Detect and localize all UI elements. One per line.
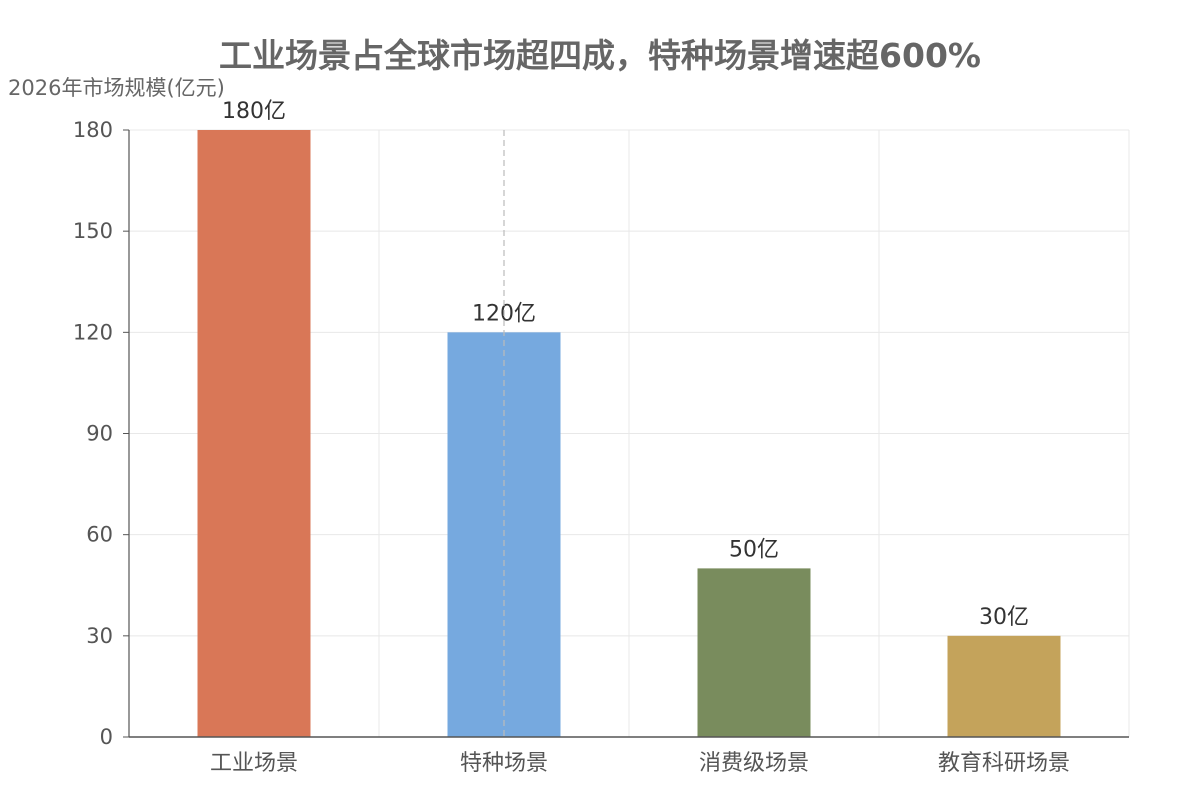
x-category-label: 教育科研场景 xyxy=(938,751,1070,776)
plot-area: 0306090120150180180亿工业场景120亿特种场景50亿消费级场景… xyxy=(73,99,1130,776)
x-category-label: 工业场景 xyxy=(210,751,298,776)
y-tick-label: 0 xyxy=(100,725,113,749)
bar xyxy=(697,568,811,737)
bar xyxy=(947,635,1061,737)
y-tick-label: 90 xyxy=(86,422,113,446)
chart-title: 工业场景占全球市场超四成，特种场景增速超600% xyxy=(219,36,981,75)
x-category-label: 消费级场景 xyxy=(699,751,809,776)
bar xyxy=(197,130,311,737)
y-tick-label: 120 xyxy=(73,320,113,344)
data-label: 180亿 xyxy=(222,99,286,124)
data-label: 50亿 xyxy=(729,537,779,562)
y-axis-label: 2026年市场规模(亿元) xyxy=(8,76,225,100)
y-tick-label: 180 xyxy=(73,118,113,142)
x-category-label: 特种场景 xyxy=(460,751,548,776)
data-label: 30亿 xyxy=(979,605,1029,630)
y-tick-label: 60 xyxy=(86,523,113,547)
y-tick-label: 30 xyxy=(86,624,113,648)
y-tick-label: 150 xyxy=(73,219,113,243)
